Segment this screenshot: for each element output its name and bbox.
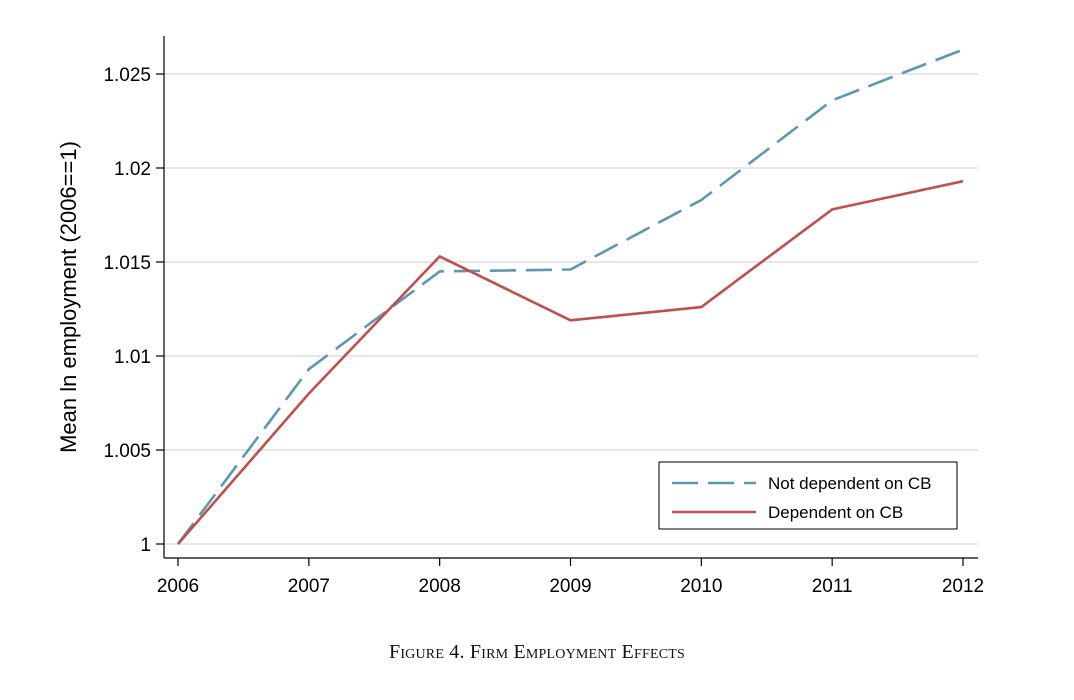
y-tick-label: 1.005 xyxy=(103,441,151,462)
y-tick-label: 1 xyxy=(140,535,151,556)
x-tick-label: 2012 xyxy=(942,576,984,597)
x-tick-label: 2011 xyxy=(812,576,853,597)
legend-label-not-dependent: Not dependent on CB xyxy=(768,474,932,493)
series-lines xyxy=(176,48,964,545)
x-tick-label: 2010 xyxy=(680,576,722,597)
series-line-not-dependent xyxy=(176,48,964,545)
y-axis-ticks: 1 1.005 1.01 1.015 1.02 1.025 xyxy=(103,65,164,556)
y-tick-label: 1.02 xyxy=(114,159,151,180)
figure-caption: Figure 4. Firm Employment Effects xyxy=(389,641,685,663)
x-tick-label: 2008 xyxy=(419,576,461,597)
y-tick-label: 1.025 xyxy=(103,65,151,86)
legend-box xyxy=(658,461,958,530)
legend: Not dependent on CB Dependent on CB xyxy=(658,461,958,530)
x-tick-label: 2009 xyxy=(549,576,591,597)
gridlines xyxy=(164,73,978,545)
x-tick-label: 2007 xyxy=(288,576,330,597)
legend-label-dependent: Dependent on CB xyxy=(768,503,903,522)
x-axis-ticks: 2006 2007 2008 2009 2010 2011 2012 xyxy=(157,558,984,597)
y-tick-label: 1.01 xyxy=(114,347,151,368)
y-tick-label: 1.015 xyxy=(103,253,151,274)
series-line-dependent xyxy=(177,179,964,545)
y-axis-title: Mean ln employment (2006==1) xyxy=(56,141,81,453)
x-tick-label: 2006 xyxy=(157,576,199,597)
